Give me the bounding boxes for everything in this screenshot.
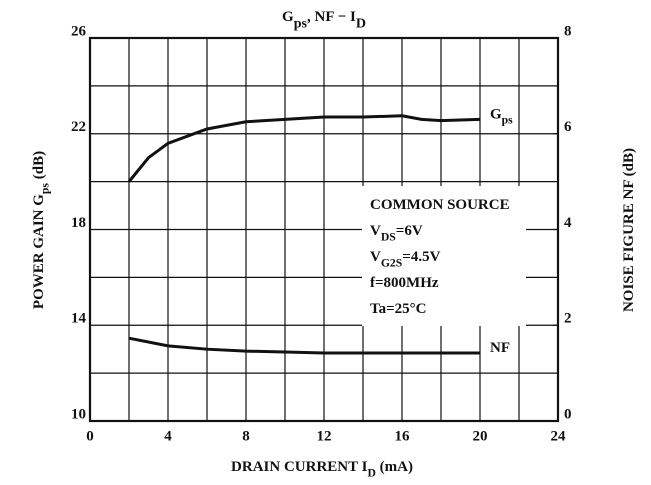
text-part: =6V [396, 223, 423, 239]
annotation-line: VDS=6V [370, 223, 423, 243]
x-tick-label: 8 [242, 428, 250, 444]
text-part: Ta=25°C [370, 301, 427, 317]
plot-frame [88, 36, 560, 423]
x-tick-label: 12 [317, 428, 332, 444]
text-part: V [370, 249, 381, 265]
text-part: DS [381, 230, 396, 243]
chart-title: Gps, NF − ID [282, 9, 366, 31]
annotation-line: Ta=25°C [370, 301, 427, 317]
x-axis-title: DRAIN CURRENT ID (mA) [231, 459, 413, 479]
x-tick-label: 24 [551, 428, 567, 444]
y-tick-label: 18 [71, 215, 86, 231]
text-part: ps [502, 113, 514, 126]
y2-tick-label: 4 [564, 215, 572, 231]
text-part: (mA) [376, 459, 413, 475]
series-line [128, 336, 480, 355]
text-part: (dB) [31, 151, 47, 183]
x-tick-label: 20 [473, 428, 488, 444]
y-tick-label: 10 [71, 406, 86, 422]
text-part: DRAIN CURRENT I [231, 459, 368, 475]
annotation-line: COMMON SOURCE [370, 197, 510, 213]
text-part: G [490, 107, 502, 123]
text-part: ps [294, 16, 308, 32]
y-tick-label: 14 [71, 311, 87, 327]
text-part: V [370, 223, 381, 239]
x-tick-label: 0 [86, 428, 94, 444]
y2-tick-label: 8 [564, 23, 572, 39]
y-tick-label: 22 [71, 119, 86, 135]
y2-tick-label: 2 [564, 311, 572, 327]
text-part: ps [38, 183, 51, 195]
text-part: D [356, 16, 366, 32]
x-tick-label: 4 [164, 428, 172, 444]
series-label: NF [490, 340, 510, 356]
y-axis-title: POWER GAIN Gps (dB) [31, 151, 51, 309]
text-part: =4.5V [402, 249, 440, 265]
annotation-box [362, 186, 526, 326]
text-part: G2S [381, 256, 402, 269]
text-part: D [367, 466, 375, 479]
y2-tick-label: 6 [564, 119, 572, 135]
series-label: Gps [490, 107, 513, 127]
text-part: NF [490, 340, 510, 356]
y-tick-label: 26 [71, 23, 87, 39]
text-part: NOISE FIGURE NF (dB) [621, 148, 637, 312]
text-part: , NF − I [307, 9, 356, 25]
text-part: POWER GAIN G [31, 194, 47, 309]
text-part: f=800MHz [370, 275, 439, 291]
text-part: COMMON SOURCE [370, 197, 510, 213]
annotation-line: VG2S=4.5V [370, 249, 441, 269]
y2-axis-title: NOISE FIGURE NF (dB) [621, 148, 637, 312]
x-tick-label: 16 [395, 428, 411, 444]
text-part: G [282, 9, 294, 25]
annotation-line: f=800MHz [370, 275, 439, 291]
series-line [127, 114, 481, 183]
y2-tick-label: 0 [564, 406, 572, 422]
